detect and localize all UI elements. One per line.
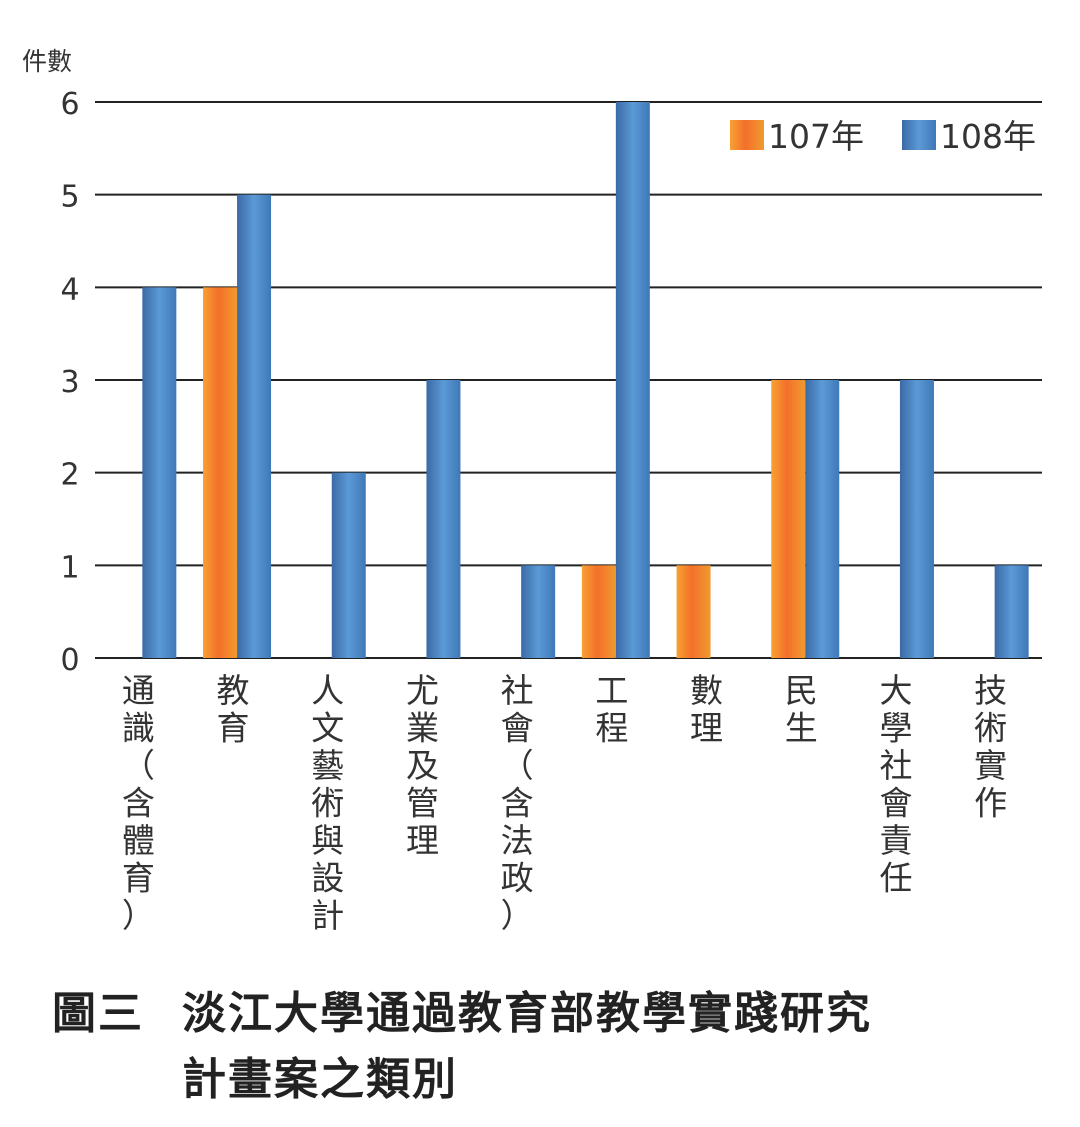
legend-swatch-108 [902,120,936,150]
bar-107年-6 [676,565,711,658]
bar-108年-5 [615,102,650,658]
x-category-label: 尤業及管理 [406,671,439,860]
y-tick-label: 2 [60,458,79,493]
y-tick-label: 3 [60,365,79,400]
bar-107年-7 [771,380,806,658]
bar-108年-1 [237,194,272,658]
y-tick-label: 1 [60,550,79,585]
x-category-label: 民生 [785,671,818,748]
x-category-label: 技術實作 [974,671,1007,823]
x-category-label: 社會（含法政） [501,671,534,935]
figure-number: 圖三 [52,988,144,1039]
legend-label-107: 107年 [768,117,864,156]
y-tick-label: 0 [60,643,79,678]
x-category-label: 人文藝術與設計 [311,671,344,935]
figure-caption-line1: 圖三 淡江大學通過教育部教學實踐研究 [52,977,872,1041]
bar-107年-5 [581,565,616,658]
x-category-label: 大學社會責任 [879,671,912,898]
bar-108年-3 [426,380,461,658]
x-category-label: 工程 [595,671,628,748]
bars [142,102,1029,658]
bar-108年-2 [331,472,366,658]
y-tick-labels: 0 1 2 3 4 5 6 [60,87,79,678]
figure-caption-line2: 計畫案之類別 [182,1054,458,1105]
legend-swatch-107 [730,120,764,150]
legend-label-108: 108年 [940,117,1036,156]
y-axis-label: 件數 [22,47,72,76]
bar-108年-8 [899,380,934,658]
y-tick-label: 6 [60,87,79,122]
bar-chart: 0 1 2 3 4 5 6 通識（含體育） 教育 人文藝術與設計 尤業及管理 社會（含法政） 工程數理… [22,47,1042,935]
y-tick-label: 5 [60,180,79,215]
bar-107年-1 [203,287,238,658]
bar-108年-7 [805,380,840,658]
figure-title: 淡江大學通過教育部教學實踐研究 [182,988,872,1039]
x-category-label: 數理 [690,671,723,748]
bar-108年-0 [142,287,177,658]
y-tick-label: 4 [60,272,79,307]
legend: 107年 108年 [730,117,1036,156]
x-category-label: 教育 [217,671,250,748]
bar-108年-4 [521,565,556,658]
bar-108年-9 [994,565,1029,658]
x-category-label: 通識（含體育） [122,671,155,935]
